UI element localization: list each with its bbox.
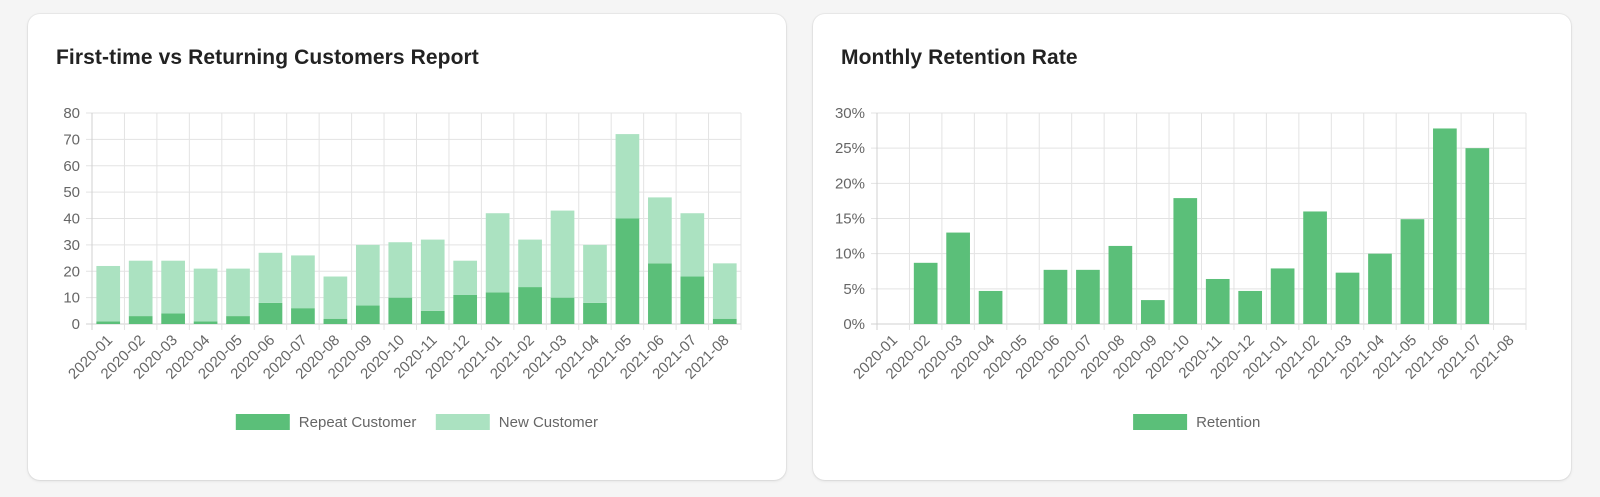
y-tick-label: 60 xyxy=(63,158,80,175)
bar-new-customer-2020-06[interactable] xyxy=(258,252,283,303)
legend-label[interactable]: New Customer xyxy=(499,414,598,431)
bar-retention-2021-02[interactable] xyxy=(1303,211,1327,324)
bar-new-customer-2021-01[interactable] xyxy=(485,213,510,293)
bars xyxy=(913,128,1490,324)
bar-new-customer-2021-03[interactable] xyxy=(550,210,575,298)
customers-chart: 807060504030201002020-012020-022020-0320… xyxy=(63,105,742,431)
bar-retention-2020-12[interactable] xyxy=(1238,290,1263,324)
bar-new-customer-2021-07[interactable] xyxy=(680,213,705,277)
legend-swatch[interactable] xyxy=(435,414,490,430)
y-tick-label: 30% xyxy=(835,105,865,122)
bar-new-customer-2021-06[interactable] xyxy=(648,197,672,264)
bar-retention-2020-08[interactable] xyxy=(1108,245,1133,324)
bar-new-customer-2021-02[interactable] xyxy=(518,239,542,288)
bar-repeat-customer-2020-07[interactable] xyxy=(291,308,315,324)
legend-label[interactable]: Repeat Customer xyxy=(299,414,417,431)
legend: Repeat Customer New Customer xyxy=(235,414,598,431)
y-tick-label: 40 xyxy=(63,211,80,228)
y-tick-label: 10 xyxy=(63,290,80,307)
y-tick-label: 15% xyxy=(835,211,865,228)
bar-repeat-customer-2020-11[interactable] xyxy=(420,310,445,324)
bar-new-customer-2020-09[interactable] xyxy=(355,244,380,306)
bar-repeat-customer-2020-04[interactable] xyxy=(193,321,218,324)
bar-repeat-customer-2020-06[interactable] xyxy=(258,302,283,324)
bar-repeat-customer-2021-05[interactable] xyxy=(615,218,640,325)
bar-retention-2021-01[interactable] xyxy=(1270,268,1295,324)
bar-repeat-customer-2020-05[interactable] xyxy=(226,316,250,324)
bar-retention-2020-02[interactable] xyxy=(913,262,938,324)
legend-swatch[interactable] xyxy=(235,414,290,430)
retention-chart-title: Monthly Retention Rate xyxy=(841,46,1078,69)
bar-repeat-customer-2021-01[interactable] xyxy=(485,292,510,324)
bar-retention-2020-11[interactable] xyxy=(1205,278,1230,324)
bar-repeat-customer-2020-12[interactable] xyxy=(453,294,478,324)
bar-new-customer-2020-11[interactable] xyxy=(420,239,445,311)
bar-new-customer-2020-02[interactable] xyxy=(128,260,153,317)
bar-new-customer-2020-01[interactable] xyxy=(96,265,121,322)
bar-retention-2020-09[interactable] xyxy=(1140,300,1165,324)
y-tick-label: 5% xyxy=(843,281,865,298)
retention-rate-card: Monthly Retention Rate 30% 25% 20% 15% 10% 5%… xyxy=(813,14,1571,480)
y-tick-label: 10% xyxy=(835,246,865,263)
bar-new-customer-2020-05[interactable] xyxy=(226,268,250,317)
bar-repeat-customer-2021-04[interactable] xyxy=(583,302,607,324)
bar-repeat-customer-2020-08[interactable] xyxy=(323,318,348,324)
legend: Retention xyxy=(1133,414,1260,431)
bar-repeat-customer-2021-02[interactable] xyxy=(518,287,542,324)
y-tick-label: 0 xyxy=(72,316,80,333)
y-tick-label: 30 xyxy=(63,237,80,254)
bar-new-customer-2020-10[interactable] xyxy=(388,242,413,298)
bar-repeat-customer-2020-03[interactable] xyxy=(161,313,185,324)
grid xyxy=(871,112,1527,330)
bar-new-customer-2020-04[interactable] xyxy=(193,268,218,322)
bar-new-customer-2020-12[interactable] xyxy=(453,260,478,295)
bars xyxy=(96,134,737,325)
bar-retention-2020-10[interactable] xyxy=(1173,198,1198,324)
bar-retention-2021-03[interactable] xyxy=(1335,272,1360,324)
bar-repeat-customer-2021-06[interactable] xyxy=(648,263,672,324)
bar-repeat-customer-2020-10[interactable] xyxy=(388,297,413,324)
bar-retention-2020-04[interactable] xyxy=(978,290,1003,324)
y-tick-label: 0% xyxy=(843,316,865,333)
legend-swatch[interactable] xyxy=(1133,414,1188,430)
bar-repeat-customer-2020-01[interactable] xyxy=(96,321,121,324)
bar-retention-2021-06[interactable] xyxy=(1433,128,1457,324)
bar-retention-2020-07[interactable] xyxy=(1076,269,1100,324)
bar-repeat-customer-2020-09[interactable] xyxy=(355,305,380,324)
customers-chart-title: First-time vs Returning Customers Report xyxy=(56,46,479,69)
bar-repeat-customer-2021-07[interactable] xyxy=(680,276,705,324)
bar-retention-2021-07[interactable] xyxy=(1465,148,1490,324)
bar-new-customer-2020-07[interactable] xyxy=(291,255,315,309)
y-tick-label: 50 xyxy=(63,184,80,201)
bar-new-customer-2021-05[interactable] xyxy=(615,134,640,219)
retention-chart: 30%25%20%15%10%5%0%2020-012020-022020-03… xyxy=(835,105,1527,431)
bar-new-customer-2020-03[interactable] xyxy=(161,260,185,314)
y-tick-label: 80 xyxy=(63,105,80,122)
bar-repeat-customer-2021-03[interactable] xyxy=(550,297,575,324)
y-tick-label: 20 xyxy=(63,263,80,280)
bar-new-customer-2021-08[interactable] xyxy=(712,263,737,319)
bar-retention-2021-05[interactable] xyxy=(1400,219,1425,324)
bar-new-customer-2020-08[interactable] xyxy=(323,276,348,319)
bar-new-customer-2021-04[interactable] xyxy=(583,244,607,303)
y-tick-label: 25% xyxy=(835,140,865,157)
y-tick-label: 70 xyxy=(63,131,80,148)
bar-repeat-customer-2020-02[interactable] xyxy=(128,316,153,324)
legend-label[interactable]: Retention xyxy=(1196,414,1260,431)
bar-retention-2021-04[interactable] xyxy=(1368,253,1392,324)
customers-report-card: First-time vs Returning Customers Report… xyxy=(28,14,786,480)
bar-retention-2020-03[interactable] xyxy=(946,232,970,324)
bar-retention-2020-06[interactable] xyxy=(1043,269,1068,324)
y-tick-label: 20% xyxy=(835,175,865,192)
bar-repeat-customer-2021-08[interactable] xyxy=(712,318,737,324)
